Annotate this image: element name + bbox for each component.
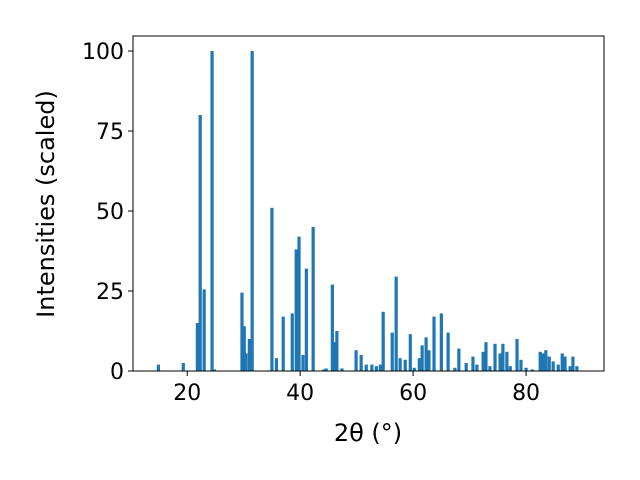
x-tick-label: 40 — [286, 381, 314, 406]
x-tick-label: 80 — [512, 381, 540, 406]
bar — [505, 351, 509, 371]
bar — [541, 353, 545, 371]
bar — [519, 359, 523, 371]
bar — [394, 276, 398, 371]
bar — [240, 292, 244, 371]
y-tick-label: 25 — [96, 280, 124, 305]
bar — [297, 236, 301, 371]
bar — [335, 331, 339, 371]
bar — [202, 289, 206, 371]
bar — [563, 356, 567, 371]
bar — [446, 332, 450, 371]
bar — [311, 227, 315, 371]
bar — [412, 367, 416, 371]
bar — [547, 356, 551, 371]
bar — [364, 364, 368, 371]
bar — [501, 343, 505, 371]
y-axis-label: Intensities (scaled) — [32, 90, 60, 318]
bar — [471, 356, 475, 371]
bar — [242, 326, 246, 371]
bar — [322, 369, 326, 371]
bar — [544, 350, 548, 371]
bar — [281, 316, 285, 371]
bar — [340, 368, 344, 371]
bar — [551, 361, 555, 371]
x-axis-label: 2θ (°) — [334, 419, 402, 447]
bar — [420, 345, 424, 371]
bar — [556, 364, 560, 371]
bar — [427, 350, 431, 371]
bar — [408, 334, 412, 371]
bar — [481, 351, 485, 371]
y-tick-label: 0 — [110, 360, 124, 385]
bar — [498, 353, 502, 371]
bar — [484, 342, 488, 371]
bar — [571, 356, 575, 371]
bar — [378, 364, 382, 371]
bar — [538, 351, 542, 371]
bar — [432, 316, 436, 371]
bar — [398, 358, 402, 371]
bar — [247, 339, 251, 371]
bar — [332, 342, 336, 371]
bar — [244, 353, 248, 371]
y-tick-label: 100 — [82, 40, 124, 65]
bar — [515, 339, 519, 371]
bar — [390, 332, 394, 371]
bar — [359, 355, 363, 371]
bar — [181, 363, 185, 371]
bar — [560, 353, 564, 371]
bar — [195, 323, 199, 371]
bar — [524, 367, 528, 371]
bar — [290, 313, 294, 371]
bar — [568, 366, 572, 371]
bar — [417, 358, 421, 371]
bar — [198, 115, 202, 371]
bar — [294, 249, 298, 371]
x-tick-label: 60 — [399, 381, 427, 406]
bar — [324, 368, 328, 371]
bar — [530, 369, 534, 371]
bar — [210, 51, 214, 371]
bar — [250, 51, 254, 371]
bar — [508, 366, 512, 371]
bar — [464, 363, 468, 371]
bar — [330, 284, 334, 371]
bar — [488, 366, 492, 371]
plot-frame — [132, 35, 605, 372]
bar — [156, 364, 161, 371]
bar — [457, 348, 461, 371]
bar — [439, 313, 443, 371]
x-tick-label: 20 — [173, 381, 201, 406]
bar — [453, 367, 457, 371]
bar — [403, 359, 407, 371]
y-tick-label: 75 — [96, 120, 124, 145]
bar — [575, 366, 579, 371]
y-tick-label: 50 — [96, 200, 124, 225]
bar — [301, 355, 305, 371]
bar — [475, 364, 479, 371]
bar — [493, 343, 497, 371]
bar — [354, 350, 358, 371]
bar — [370, 364, 374, 371]
bar — [274, 358, 279, 371]
bar — [381, 311, 385, 371]
bar — [424, 337, 428, 371]
bar — [270, 207, 274, 371]
bar — [212, 369, 216, 371]
bar — [304, 268, 308, 371]
bar — [374, 366, 379, 371]
